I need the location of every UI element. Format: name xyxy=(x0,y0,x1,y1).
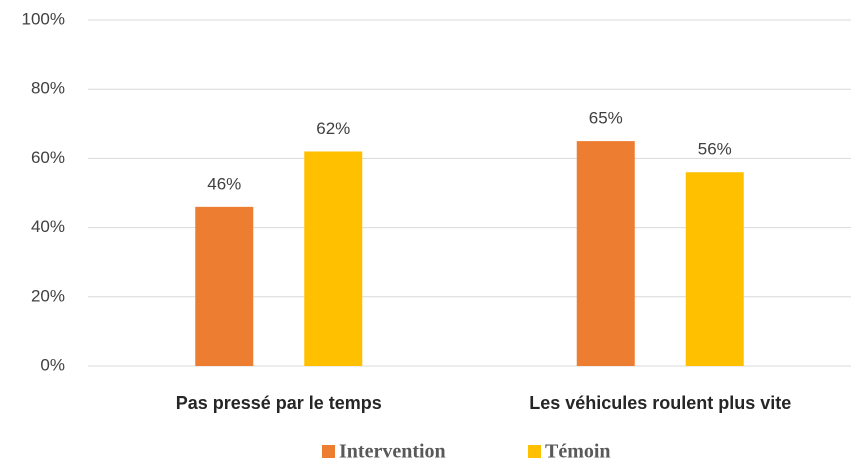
data-label: 46% xyxy=(207,174,241,193)
x-tick-label: Pas pressé par le temps xyxy=(176,393,382,413)
y-tick-label: 80% xyxy=(31,79,65,98)
y-tick-label: 60% xyxy=(31,148,65,167)
bar xyxy=(195,206,254,366)
y-tick-label: 20% xyxy=(31,286,65,305)
bar xyxy=(304,151,363,366)
bar xyxy=(685,172,744,366)
data-label: 56% xyxy=(698,140,732,159)
legend-label: Témoin xyxy=(545,441,611,463)
y-tick-label: 0% xyxy=(40,355,65,374)
y-tick-label: 40% xyxy=(31,217,65,236)
legend-swatch xyxy=(528,445,541,458)
data-label: 62% xyxy=(316,119,350,138)
legend-label: Intervention xyxy=(339,441,446,463)
data-label: 65% xyxy=(589,109,623,128)
bar xyxy=(576,141,635,366)
y-tick-label: 100% xyxy=(22,9,65,28)
legend-swatch xyxy=(322,445,335,458)
x-tick-label: Les véhicules roulent plus vite xyxy=(529,393,791,413)
